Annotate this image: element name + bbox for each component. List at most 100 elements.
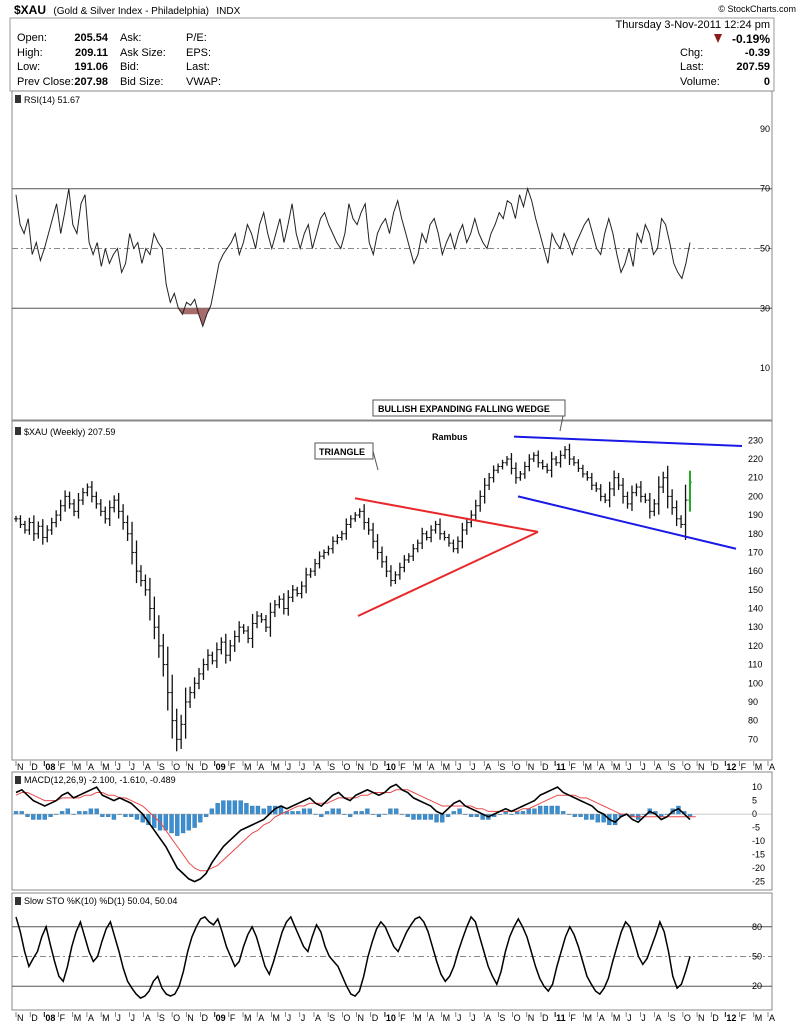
ohlc-bar xyxy=(554,456,559,466)
ohlc-bar xyxy=(170,674,175,739)
callout-pointer xyxy=(559,415,564,432)
macd-histogram-bar xyxy=(42,813,47,820)
macd-histogram-bar xyxy=(175,813,180,836)
ohlc-bar xyxy=(656,476,661,515)
ohlc-bar xyxy=(192,677,197,699)
ohlc-bar xyxy=(540,459,545,470)
quote-value: 209.11 xyxy=(75,47,108,59)
macd-histogram-bar xyxy=(19,811,24,815)
month-label: 10 xyxy=(386,762,396,772)
month-label: J xyxy=(471,762,476,772)
month-label: A xyxy=(655,1013,661,1023)
price-tick-label: 140 xyxy=(748,604,763,614)
macd-histogram-bar xyxy=(169,813,174,834)
macd-histogram-bar xyxy=(520,811,526,815)
macd-histogram-bar xyxy=(226,800,232,815)
sto-tick-label: 20 xyxy=(752,981,762,991)
ohlc-bar xyxy=(585,470,590,481)
macd-histogram-bar xyxy=(261,808,266,815)
ohlc-bar xyxy=(18,515,23,529)
ohlc-bar xyxy=(460,522,465,549)
ohlc-bar xyxy=(179,714,184,749)
price-tick-label: 220 xyxy=(748,454,763,464)
ohlc-bar xyxy=(661,471,666,494)
month-label: O xyxy=(514,762,521,772)
price-panel: 70 80 90 100 110 120 130 140 150 160 170 180 190 200 2… xyxy=(11,399,773,761)
triangle-upper-line xyxy=(354,497,539,533)
ohlc-bar xyxy=(54,510,59,528)
month-label: D xyxy=(201,762,208,772)
ohlc-bar xyxy=(625,491,630,509)
ohlc-bar xyxy=(478,490,483,512)
ohlc-bar xyxy=(72,499,77,517)
macd-histogram-bar xyxy=(365,808,370,815)
month-label: M xyxy=(244,1013,252,1023)
month-label: N xyxy=(698,1013,705,1023)
macd-tick-label: 5 xyxy=(752,796,757,806)
ohlc-bar xyxy=(130,521,135,565)
month-label: A xyxy=(485,762,491,772)
quote-label: Chg: xyxy=(680,47,703,59)
month-label: J xyxy=(131,762,136,772)
month-label: S xyxy=(499,1013,505,1023)
month-label: J xyxy=(131,1013,136,1023)
month-label: A xyxy=(769,762,775,772)
month-label: A xyxy=(655,762,661,772)
ohlc-bar xyxy=(255,611,260,629)
macd-histogram-bar xyxy=(359,811,364,815)
month-label: A xyxy=(258,1013,264,1023)
ohlc-bar xyxy=(545,463,550,474)
macd-histogram-bar xyxy=(296,811,301,815)
month-label: D xyxy=(542,1013,549,1023)
ohlc-bar xyxy=(259,612,264,623)
price-tick-label: 210 xyxy=(748,473,763,483)
rsi-tick-label: 90 xyxy=(760,124,770,134)
macd-histogram-bar xyxy=(376,813,382,817)
macd-histogram-bar xyxy=(221,800,226,815)
macd-histogram-bar xyxy=(31,813,36,820)
ohlc-bar xyxy=(487,472,492,490)
quote-value: 207.59 xyxy=(736,61,770,73)
macd-histogram-bar xyxy=(526,808,531,815)
macd-histogram-bar xyxy=(59,811,65,815)
ohlc-bar xyxy=(246,626,251,644)
ohlc-bar xyxy=(272,599,277,618)
month-label: M xyxy=(102,1013,110,1023)
rsi-tick-label: 70 xyxy=(760,184,770,194)
ohlc-bar xyxy=(67,491,72,509)
ohlc-bar xyxy=(197,667,202,690)
ohlc-bar xyxy=(94,491,99,509)
ohlc-bar xyxy=(647,492,652,519)
month-label: F xyxy=(741,762,747,772)
ohlc-bar xyxy=(420,527,425,550)
ohlc-bar xyxy=(112,495,117,513)
ohlc-bar xyxy=(214,642,219,669)
ohlc-bar xyxy=(549,451,554,478)
macd-histogram-bar xyxy=(457,808,462,815)
month-label: M xyxy=(244,762,252,772)
macd-tick-label: -5 xyxy=(752,823,760,833)
ohlc-bar xyxy=(89,481,94,503)
ohlc-bar xyxy=(500,459,505,470)
macd-histogram-bar xyxy=(100,813,105,817)
quote-box xyxy=(9,17,775,92)
month-label: S xyxy=(670,762,676,772)
month-label: J xyxy=(301,1013,306,1023)
macd-histogram-bar xyxy=(123,813,128,817)
macd-histogram-bar xyxy=(561,811,566,815)
ohlc-bar xyxy=(299,581,304,599)
ohlc-bar xyxy=(76,492,81,519)
macd-histogram-bar xyxy=(572,813,577,817)
price-tick-label: 170 xyxy=(748,547,763,557)
macd-signal-line xyxy=(15,789,696,872)
ohlc-bar xyxy=(277,595,282,609)
ohlc-bar xyxy=(295,586,300,597)
ohlc-bar xyxy=(513,462,518,484)
callout-pointer xyxy=(372,450,379,471)
month-label: S xyxy=(329,1013,335,1023)
panel-menu-icon xyxy=(15,95,21,103)
month-label: J xyxy=(471,1013,476,1023)
month-label: J xyxy=(301,762,306,772)
macd-histogram-bar xyxy=(440,813,445,823)
